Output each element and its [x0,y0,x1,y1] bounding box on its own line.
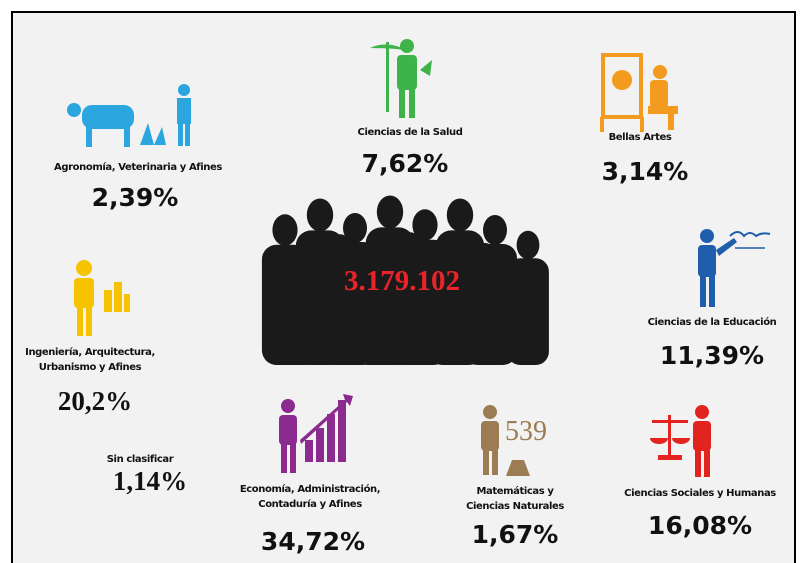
svg-text:539: 539 [505,416,547,447]
area-label: Urbanismo y Afines [39,362,142,373]
body [463,272,507,365]
head [517,231,540,260]
area-label: Ciencias de la Salud [358,127,463,138]
area-percent: 16,08% [648,511,752,540]
head [307,199,333,232]
area-label: Economía, Administración, [240,483,380,495]
area-percent: 1,67% [472,520,559,549]
area-percent: 1,14% [113,466,187,496]
head [397,232,422,264]
area-label: Ciencias Naturales [466,501,564,512]
body [278,274,322,365]
area-percent: 3,14% [602,157,689,186]
head [447,199,473,232]
area-percent: 20,2% [58,386,132,416]
head [473,243,497,273]
area-label: Bellas Artes [609,132,672,143]
area-label: Contaduría y Afines [258,498,362,510]
total: 3.179.102 [344,265,460,297]
head [327,234,352,266]
body [507,258,549,365]
area-percent: 11,39% [660,341,764,370]
head [377,196,403,229]
area-percent: 34,72% [261,527,365,556]
area-label: Ciencias Sociales y Humanas [624,488,776,499]
area-label: Sin clasificar [107,454,174,465]
infographic: 3.179.102 539 Agronomía, Veterinaria y A… [0,0,807,563]
area-label: Matemáticas y [476,485,554,497]
head [272,214,297,246]
area-label: Agronomía, Veterinaria y Afines [54,161,222,173]
area-label: Ingeniería, Arquitectura, [25,346,155,358]
area-percent: 7,62% [362,149,449,178]
head [288,245,312,275]
area-percent: 2,39% [92,183,179,212]
area-label: Ciencias de la Educación [648,316,777,328]
head [483,215,507,245]
